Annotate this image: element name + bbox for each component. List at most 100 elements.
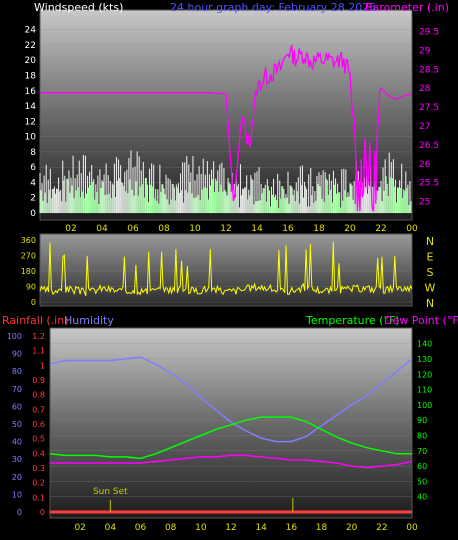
x-tick-label: 20 [346, 523, 358, 533]
compass-label: E [427, 251, 434, 264]
x-tick-label: 22 [376, 523, 387, 533]
x-tick-label: 16 [286, 523, 298, 533]
x-tick-label: 02 [65, 224, 76, 234]
baro-tick-label: 25 [419, 198, 430, 208]
humidity-tick-label: 30 [12, 455, 22, 464]
temp-tick-label: 90 [417, 416, 427, 425]
wind-tick-label: 0 [30, 209, 36, 219]
x-tick-label: 06 [127, 224, 139, 234]
humidity-label: Humidity [64, 314, 114, 327]
rainfall-label: Rainfall (.in) [2, 314, 69, 327]
baro-tick-label: 27 [419, 122, 430, 132]
rain-tick-label: 0.5 [32, 435, 45, 444]
humidity-tick-label: 60 [12, 402, 22, 411]
baro-tick-label: 25.5 [419, 179, 439, 189]
rain-tick-label: 0.7 [32, 405, 45, 414]
x-tick-label: 04 [96, 224, 108, 234]
wind-direction-panel [39, 233, 413, 307]
compass-label: S [427, 266, 434, 279]
compass-label: N [426, 235, 434, 248]
humidity-tick-label: 0 [17, 508, 22, 517]
rain-tick-label: 0.1 [32, 493, 45, 502]
direction-tick-label: 90 [26, 283, 36, 292]
temperature-label: Temperature (°F) [305, 314, 400, 327]
wind-tick-label: 4 [30, 178, 36, 188]
x-tick-label: 06 [135, 523, 147, 533]
baro-tick-label: 27.5 [419, 103, 439, 113]
wind-tick-label: 12 [25, 117, 36, 127]
temp-tick-label: 140 [417, 340, 432, 349]
rain-tick-label: 0.4 [32, 449, 45, 458]
x-tick-label: 14 [251, 224, 263, 234]
baro-tick-label: 29.5 [419, 27, 439, 37]
temp-tick-label: 70 [417, 447, 427, 456]
wind-tick-label: 18 [25, 71, 37, 81]
wind-tick-label: 16 [25, 87, 37, 97]
x-tick-label: 08 [165, 523, 177, 533]
x-tick-label: 12 [220, 224, 231, 234]
wind-tick-label: 24 [25, 26, 37, 36]
rain-tick-label: 0.8 [32, 391, 45, 400]
baro-tick-label: 26.5 [419, 141, 439, 151]
temp-tick-label: 130 [417, 355, 432, 364]
wind-tick-label: 14 [25, 102, 37, 112]
wind-tick-label: 6 [30, 163, 36, 173]
temp-tick-label: 80 [417, 431, 427, 440]
x-tick-label: 10 [189, 224, 201, 234]
rain-tick-label: 1 [40, 361, 45, 370]
x-tick-label: 02 [74, 523, 85, 533]
humidity-tick-label: 10 [12, 490, 22, 499]
baro-tick-label: 28.5 [419, 65, 439, 75]
direction-tick-label: 360 [21, 236, 36, 245]
direction-tick-label: 180 [21, 267, 36, 276]
rain-tick-label: 0.2 [32, 479, 45, 488]
humidity-tick-label: 20 [12, 473, 22, 482]
direction-tick-label: 0 [31, 298, 36, 307]
humidity-tick-label: 40 [12, 438, 22, 447]
x-tick-label: 22 [375, 224, 386, 234]
barometer-line [40, 44, 413, 212]
x-tick-label: 00 [406, 224, 418, 234]
x-tick-label: 18 [313, 224, 325, 234]
graph-title: 24 hour graph day: February 28 2025 [170, 1, 376, 14]
x-tick-label: 18 [316, 523, 328, 533]
temp-tick-label: 100 [417, 401, 432, 410]
x-tick-label: 14 [255, 523, 267, 533]
direction-tick-label: 270 [21, 252, 36, 261]
humidity-tick-label: 70 [12, 385, 22, 394]
x-tick-label: 16 [282, 224, 294, 234]
wind-tick-label: 20 [25, 56, 37, 66]
temperature-line [49, 416, 412, 460]
barometer-label: Barometer (.in) [365, 1, 449, 14]
temp-tick-label: 60 [417, 462, 427, 471]
windspeed-label: Windspeed (kts) [34, 1, 123, 14]
compass-label: N [426, 297, 434, 310]
temp-tick-label: 50 [417, 477, 427, 486]
rain-tick-label: 0.3 [32, 464, 45, 473]
rain-tick-label: 0 [40, 508, 45, 517]
wind-direction-line [39, 241, 413, 296]
dewpoint-label: Dew Point (°F) [384, 314, 458, 327]
x-tick-label: 00 [406, 523, 418, 533]
dewpoint-line [50, 454, 413, 469]
wind-tick-label: 10 [25, 133, 37, 143]
humidity-tick-label: 80 [12, 367, 22, 376]
x-tick-label: 10 [195, 523, 207, 533]
humidity-tick-label: 50 [12, 420, 22, 429]
temp-tick-label: 40 [417, 493, 427, 502]
baro-tick-label: 28 [419, 84, 431, 94]
humidity-line [49, 356, 413, 443]
wind-tick-label: 22 [25, 41, 36, 51]
x-tick-label: 08 [158, 224, 170, 234]
humidity-tick-label: 100 [7, 332, 22, 341]
x-tick-label: 04 [105, 523, 117, 533]
baro-tick-label: 26 [419, 160, 431, 170]
x-tick-label: 12 [225, 523, 236, 533]
rain-tick-label: 0.9 [32, 376, 45, 385]
compass-label: W [425, 282, 436, 295]
sunset-label: Sun Set [93, 487, 128, 497]
temp-tick-label: 120 [417, 370, 432, 379]
temp-tick-label: 110 [417, 386, 432, 395]
